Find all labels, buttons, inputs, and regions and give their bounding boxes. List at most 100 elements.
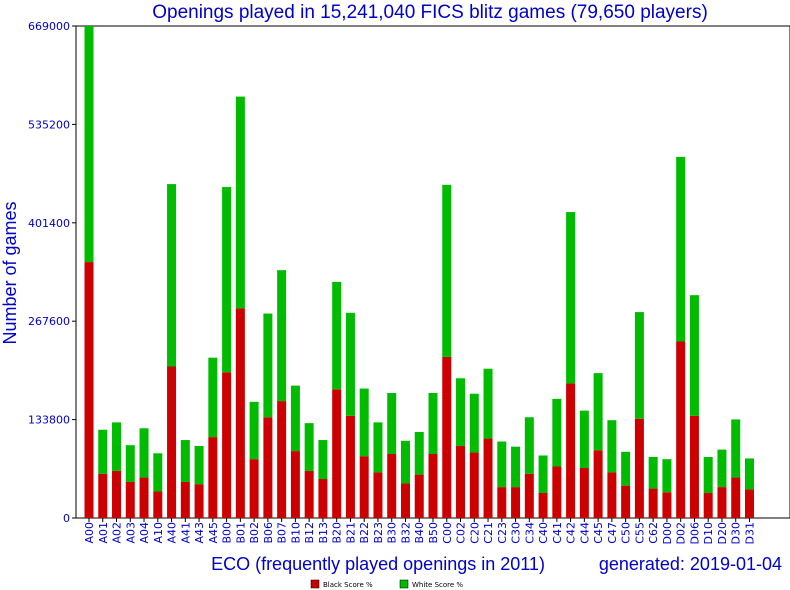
y-axis-label: Number of games xyxy=(0,201,20,344)
bar-black-a01 xyxy=(98,473,108,518)
bar-black-b07 xyxy=(277,401,287,518)
legend-swatch-black xyxy=(310,579,320,589)
bar-white-c45 xyxy=(593,373,603,451)
bar-white-a43 xyxy=(194,445,204,485)
x-tick-label: D31 xyxy=(743,522,756,544)
bar-white-d30 xyxy=(731,419,741,478)
x-axis: A00 A01 A02 A03 A04 A10 A40 A41 A43 A45 B00 B01 B02 B… xyxy=(83,518,756,544)
y-tick-label: 267600 xyxy=(28,315,70,328)
bar-black-a45 xyxy=(208,437,218,518)
x-tick-label: B50 xyxy=(427,522,440,544)
bar-black-a03 xyxy=(125,481,135,518)
bar-black-a04 xyxy=(139,477,149,518)
bar-black-c41 xyxy=(552,466,562,518)
legend-label-black: Black Score % xyxy=(323,581,373,589)
bar-white-a00 xyxy=(84,26,94,263)
bar-white-a02 xyxy=(112,422,122,471)
bar-white-b40 xyxy=(414,431,424,475)
bar-white-c40 xyxy=(538,455,548,493)
bar-black-b50 xyxy=(428,454,438,518)
bar-white-a10 xyxy=(153,453,163,492)
bar-white-a01 xyxy=(98,429,108,474)
x-tick-label: B40 xyxy=(413,522,426,544)
x-tick-label: C62 xyxy=(647,522,660,544)
bar-white-b32 xyxy=(400,440,410,484)
x-tick-label: C41 xyxy=(551,522,564,544)
generated-date: generated: 2019-01-04 xyxy=(599,554,782,574)
bar-black-a40 xyxy=(167,366,177,518)
bar-white-a03 xyxy=(125,445,135,482)
legend-swatch-white xyxy=(399,579,409,589)
bar-black-b01 xyxy=(235,308,245,518)
bar-black-c62 xyxy=(648,488,658,518)
bar-black-b10 xyxy=(290,451,300,518)
bar-white-b13 xyxy=(318,440,328,480)
bar-white-b06 xyxy=(263,313,273,418)
x-tick-label: A40 xyxy=(166,522,179,544)
x-tick-label: B23 xyxy=(372,522,385,544)
x-tick-label: B06 xyxy=(262,522,275,544)
x-tick-label: C23 xyxy=(496,522,509,544)
x-tick-label: B12 xyxy=(303,522,316,544)
bar-white-d10 xyxy=(703,456,713,493)
bar-black-c20 xyxy=(469,452,479,518)
legend: Black Score % White Score % xyxy=(310,579,463,589)
x-tick-label: D20 xyxy=(716,522,729,544)
x-tick-label: C44 xyxy=(578,522,591,544)
bar-black-d02 xyxy=(676,341,686,518)
x-tick-label: C47 xyxy=(606,522,619,544)
x-tick-label: D02 xyxy=(675,522,688,544)
x-tick-label: A02 xyxy=(111,522,124,544)
bar-white-b22 xyxy=(359,388,369,457)
bar-white-a04 xyxy=(139,428,149,478)
x-tick-label: B13 xyxy=(317,522,330,544)
x-tick-label: C40 xyxy=(537,522,550,544)
bar-white-b02 xyxy=(249,401,259,460)
bar-white-b50 xyxy=(428,392,438,455)
x-tick-label: D30 xyxy=(730,522,743,544)
bar-black-a41 xyxy=(180,481,190,518)
bar-white-c47 xyxy=(607,420,617,473)
bar-white-b23 xyxy=(373,422,383,473)
bar-black-c00 xyxy=(442,356,452,518)
bar-black-b30 xyxy=(387,454,397,518)
x-tick-label: A04 xyxy=(138,522,151,544)
x-tick-label: A10 xyxy=(152,522,165,544)
y-tick-label: 535200 xyxy=(28,118,70,131)
x-tick-label: C50 xyxy=(620,522,633,544)
bar-white-a41 xyxy=(180,440,190,482)
bar-white-b12 xyxy=(304,423,314,471)
bar-black-a10 xyxy=(153,491,163,518)
bar-white-c50 xyxy=(621,451,631,486)
x-tick-label: C21 xyxy=(482,522,495,544)
x-tick-label: C00 xyxy=(441,522,454,544)
bar-black-b00 xyxy=(222,372,232,518)
bars-layer xyxy=(84,26,754,518)
bar-black-b06 xyxy=(263,417,273,518)
legend-label-white: White Score % xyxy=(412,581,463,589)
bar-black-b21 xyxy=(345,415,355,518)
bar-white-c62 xyxy=(648,456,658,489)
bar-white-d06 xyxy=(689,295,699,416)
bar-white-c20 xyxy=(469,393,479,453)
bar-black-c21 xyxy=(483,438,493,518)
bar-black-d30 xyxy=(731,477,741,518)
bar-black-c02 xyxy=(456,445,466,518)
bar-black-b20 xyxy=(332,389,342,518)
bar-black-d31 xyxy=(744,489,754,518)
bar-white-b21 xyxy=(345,312,355,416)
x-tick-label: D06 xyxy=(688,522,701,544)
x-tick-label: A01 xyxy=(97,522,110,544)
y-tick-label: 669000 xyxy=(28,20,70,33)
bar-black-d00 xyxy=(662,492,672,518)
bar-black-b23 xyxy=(373,472,383,518)
bar-black-c40 xyxy=(538,492,548,518)
bar-white-c23 xyxy=(497,441,507,488)
bar-black-c30 xyxy=(511,487,521,518)
bar-black-a00 xyxy=(84,262,94,518)
x-tick-label: A41 xyxy=(179,522,192,544)
x-tick-label: C30 xyxy=(510,522,523,544)
y-axis: 0 133800 267600 401400 535200 669000 xyxy=(28,20,76,525)
x-tick-label: D00 xyxy=(661,522,674,544)
